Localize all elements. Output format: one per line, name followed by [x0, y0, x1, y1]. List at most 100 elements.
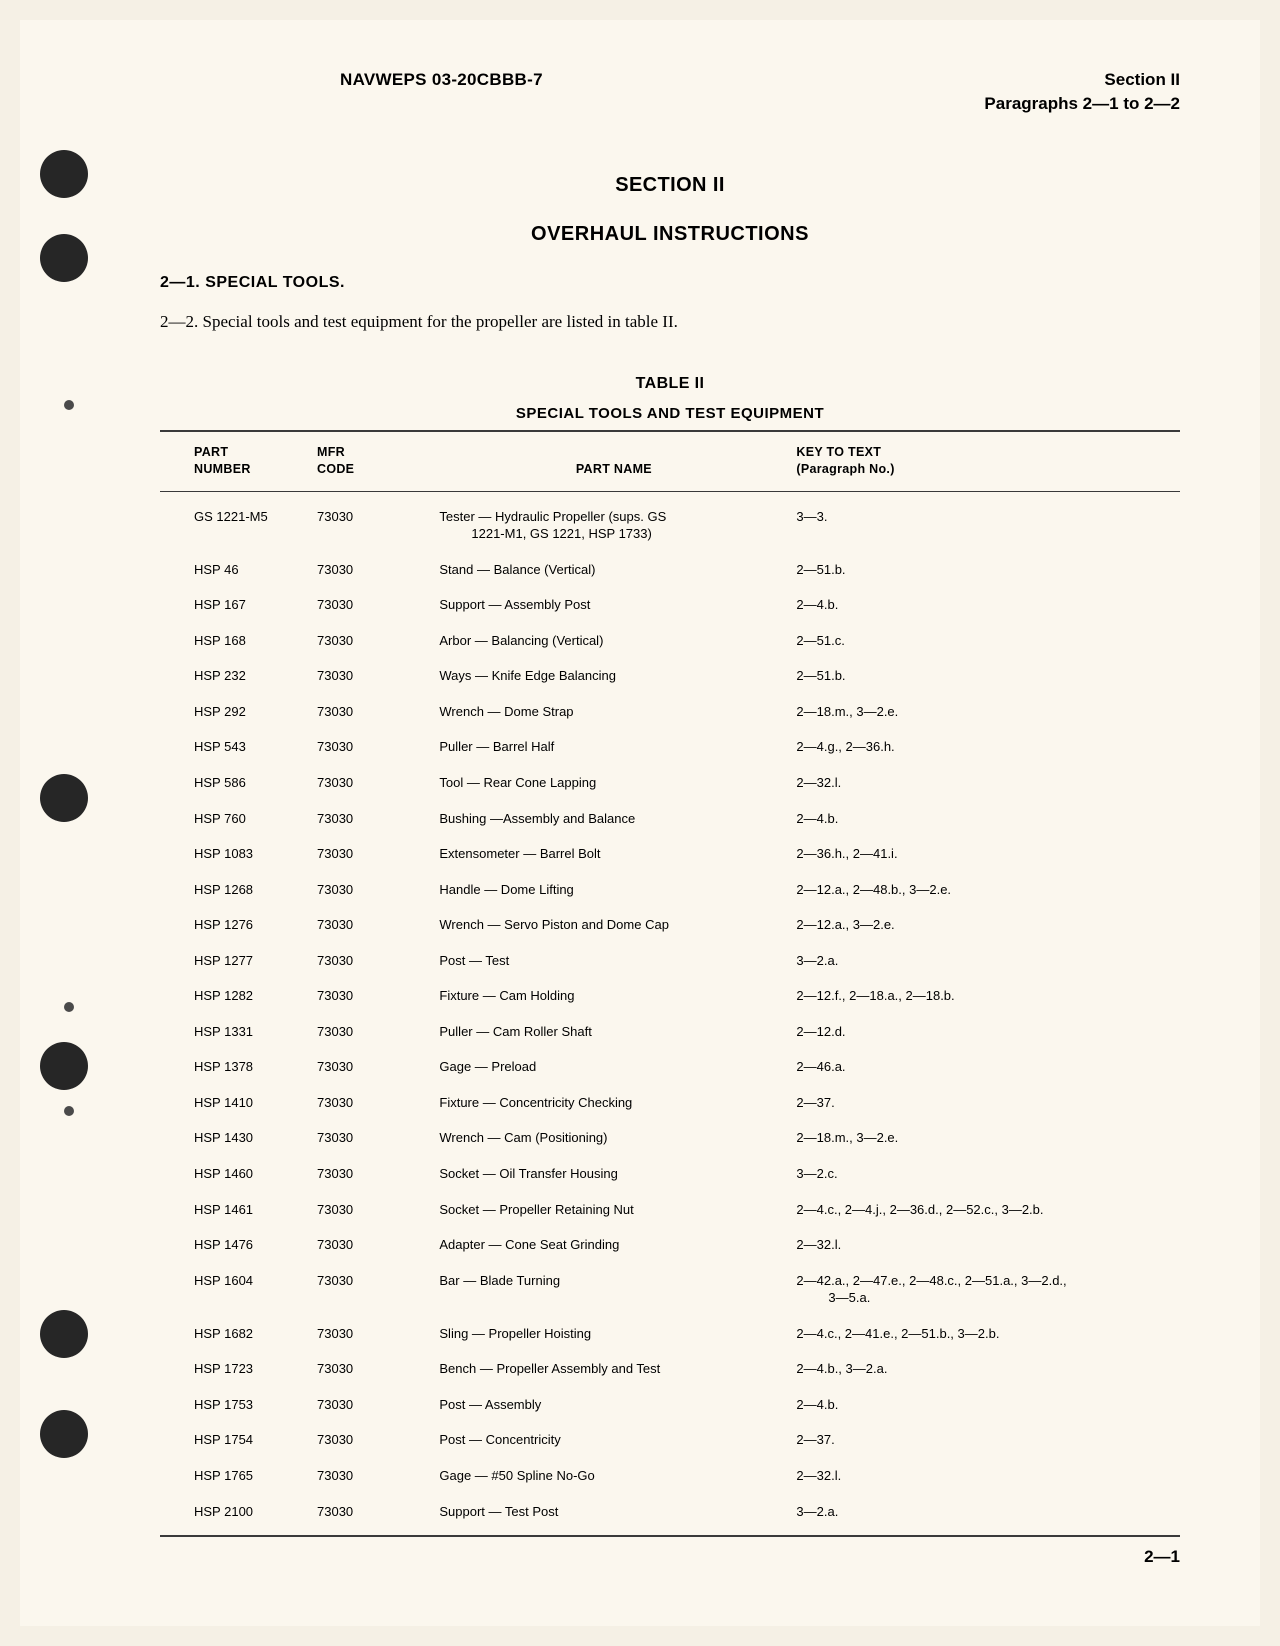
- cell-mfr: 73030: [313, 658, 435, 694]
- table-row: HSP 147673030Adapter — Cone Seat Grindin…: [160, 1227, 1180, 1263]
- cell-name: Arbor — Balancing (Vertical): [435, 623, 792, 659]
- cell-mfr: 73030: [313, 729, 435, 765]
- punch-hole: [40, 1042, 88, 1090]
- table-row: HSP 143073030Wrench — Cam (Positioning)2…: [160, 1120, 1180, 1156]
- table-bottom-rule: [160, 1535, 1180, 1537]
- cell-key: 2—51.c.: [792, 623, 1180, 659]
- cell-part: HSP 1753: [160, 1387, 313, 1423]
- cell-part: HSP 1461: [160, 1192, 313, 1228]
- cell-name: Bushing —Assembly and Balance: [435, 801, 792, 837]
- speck: [64, 400, 74, 410]
- cell-key: 2—46.a.: [792, 1049, 1180, 1085]
- cell-key: 2—4.b., 3—2.a.: [792, 1351, 1180, 1387]
- cell-mfr: 73030: [313, 1422, 435, 1458]
- cell-mfr: 73030: [313, 587, 435, 623]
- cell-mfr: 73030: [313, 1494, 435, 1530]
- paragraph-heading: 2—1. SPECIAL TOOLS.: [160, 274, 1180, 292]
- cell-name: Tool — Rear Cone Lapping: [435, 765, 792, 801]
- cell-mfr: 73030: [313, 1120, 435, 1156]
- table-row: HSP 16873030Arbor — Balancing (Vertical)…: [160, 623, 1180, 659]
- cell-name: Support — Assembly Post: [435, 587, 792, 623]
- cell-name: Post — Test: [435, 943, 792, 979]
- cell-part: HSP 1331: [160, 1014, 313, 1050]
- cell-part: HSP 1723: [160, 1351, 313, 1387]
- cell-part: HSP 1476: [160, 1227, 313, 1263]
- cell-key: 2—4.g., 2—36.h.: [792, 729, 1180, 765]
- section-title: SECTION II: [160, 174, 1180, 197]
- cell-part: HSP 1460: [160, 1156, 313, 1192]
- cell-mfr: 73030: [313, 836, 435, 872]
- section-label: Section II: [1104, 70, 1180, 90]
- table-row: HSP 172373030Bench — Propeller Assembly …: [160, 1351, 1180, 1387]
- cell-mfr: 73030: [313, 1156, 435, 1192]
- cell-mfr: 73030: [313, 1227, 435, 1263]
- cell-key: 2—12.a., 3—2.e.: [792, 907, 1180, 943]
- table-row: HSP 141073030Fixture — Concentricity Che…: [160, 1085, 1180, 1121]
- table-row: HSP 23273030Ways — Knife Edge Balancing2…: [160, 658, 1180, 694]
- cell-key: 2—12.f., 2—18.a., 2—18.b.: [792, 978, 1180, 1014]
- table-row: HSP 146173030Socket — Propeller Retainin…: [160, 1192, 1180, 1228]
- document-id: NAVWEPS 03-20CBBB-7: [340, 70, 543, 90]
- cell-mfr: 73030: [313, 1085, 435, 1121]
- table-number: TABLE II: [160, 375, 1180, 393]
- cell-name: Post — Concentricity: [435, 1422, 792, 1458]
- table-row: HSP 29273030Wrench — Dome Strap2—18.m., …: [160, 694, 1180, 730]
- table-row: GS 1221-M573030Tester — Hydraulic Propel…: [160, 491, 1180, 552]
- table-row: HSP 54373030Puller — Barrel Half2—4.g., …: [160, 729, 1180, 765]
- cell-name: Support — Test Post: [435, 1494, 792, 1530]
- punch-hole: [40, 150, 88, 198]
- cell-key: 3—3.: [792, 491, 1180, 552]
- section-subtitle: OVERHAUL INSTRUCTIONS: [160, 223, 1180, 246]
- punch-hole: [40, 774, 88, 822]
- cell-part: HSP 543: [160, 729, 313, 765]
- cell-mfr: 73030: [313, 943, 435, 979]
- table-row: HSP 160473030Bar — Blade Turning2—42.a.,…: [160, 1263, 1180, 1316]
- cell-key: 2—4.b.: [792, 801, 1180, 837]
- cell-name: Extensometer — Barrel Bolt: [435, 836, 792, 872]
- cell-mfr: 73030: [313, 978, 435, 1014]
- table-row: HSP 175373030Post — Assembly2—4.b.: [160, 1387, 1180, 1423]
- cell-mfr: 73030: [313, 801, 435, 837]
- cell-name: Wrench — Cam (Positioning): [435, 1120, 792, 1156]
- punch-hole: [40, 234, 88, 282]
- cell-mfr: 73030: [313, 1049, 435, 1085]
- cell-part: HSP 1282: [160, 978, 313, 1014]
- cell-key: 2—12.d.: [792, 1014, 1180, 1050]
- cell-mfr: 73030: [313, 694, 435, 730]
- cell-name: Wrench — Dome Strap: [435, 694, 792, 730]
- cell-mfr: 73030: [313, 907, 435, 943]
- cell-key: 2—32.l.: [792, 765, 1180, 801]
- table-row: HSP 4673030Stand — Balance (Vertical)2—5…: [160, 552, 1180, 588]
- punch-hole: [40, 1310, 88, 1358]
- table-row: HSP 108373030Extensometer — Barrel Bolt2…: [160, 836, 1180, 872]
- cell-part: HSP 232: [160, 658, 313, 694]
- cell-part: HSP 1430: [160, 1120, 313, 1156]
- table-row: HSP 128273030Fixture — Cam Holding2—12.f…: [160, 978, 1180, 1014]
- tools-table: PARTNUMBER MFRCODE PART NAME KEY TO TEXT…: [160, 430, 1180, 1529]
- table-row: HSP 133173030Puller — Cam Roller Shaft2—…: [160, 1014, 1180, 1050]
- table-row: HSP 176573030Gage — #50 Spline No-Go2—32…: [160, 1458, 1180, 1494]
- table-row: HSP 210073030Support — Test Post3—2.a.: [160, 1494, 1180, 1530]
- cell-part: HSP 586: [160, 765, 313, 801]
- cell-mfr: 73030: [313, 623, 435, 659]
- cell-key: 3—2.c.: [792, 1156, 1180, 1192]
- cell-part: HSP 2100: [160, 1494, 313, 1530]
- table-row: HSP 175473030Post — Concentricity2—37.: [160, 1422, 1180, 1458]
- cell-name: Fixture — Cam Holding: [435, 978, 792, 1014]
- cell-name: Stand — Balance (Vertical): [435, 552, 792, 588]
- cell-part: HSP 1765: [160, 1458, 313, 1494]
- cell-part: HSP 46: [160, 552, 313, 588]
- cell-key: 2—51.b.: [792, 552, 1180, 588]
- cell-name: Bench — Propeller Assembly and Test: [435, 1351, 792, 1387]
- cell-name: Socket — Propeller Retaining Nut: [435, 1192, 792, 1228]
- table-row: HSP 76073030Bushing —Assembly and Balanc…: [160, 801, 1180, 837]
- table-row: HSP 137873030Gage — Preload2—46.a.: [160, 1049, 1180, 1085]
- paragraph-range: Paragraphs 2—1 to 2—2: [160, 94, 1180, 114]
- cell-name: Puller — Cam Roller Shaft: [435, 1014, 792, 1050]
- cell-name: Gage — Preload: [435, 1049, 792, 1085]
- table-row: HSP 126873030Handle — Dome Lifting2—12.a…: [160, 872, 1180, 908]
- cell-mfr: 73030: [313, 1014, 435, 1050]
- cell-key: 2—18.m., 3—2.e.: [792, 694, 1180, 730]
- cell-mfr: 73030: [313, 1351, 435, 1387]
- table-row: HSP 127773030Post — Test3—2.a.: [160, 943, 1180, 979]
